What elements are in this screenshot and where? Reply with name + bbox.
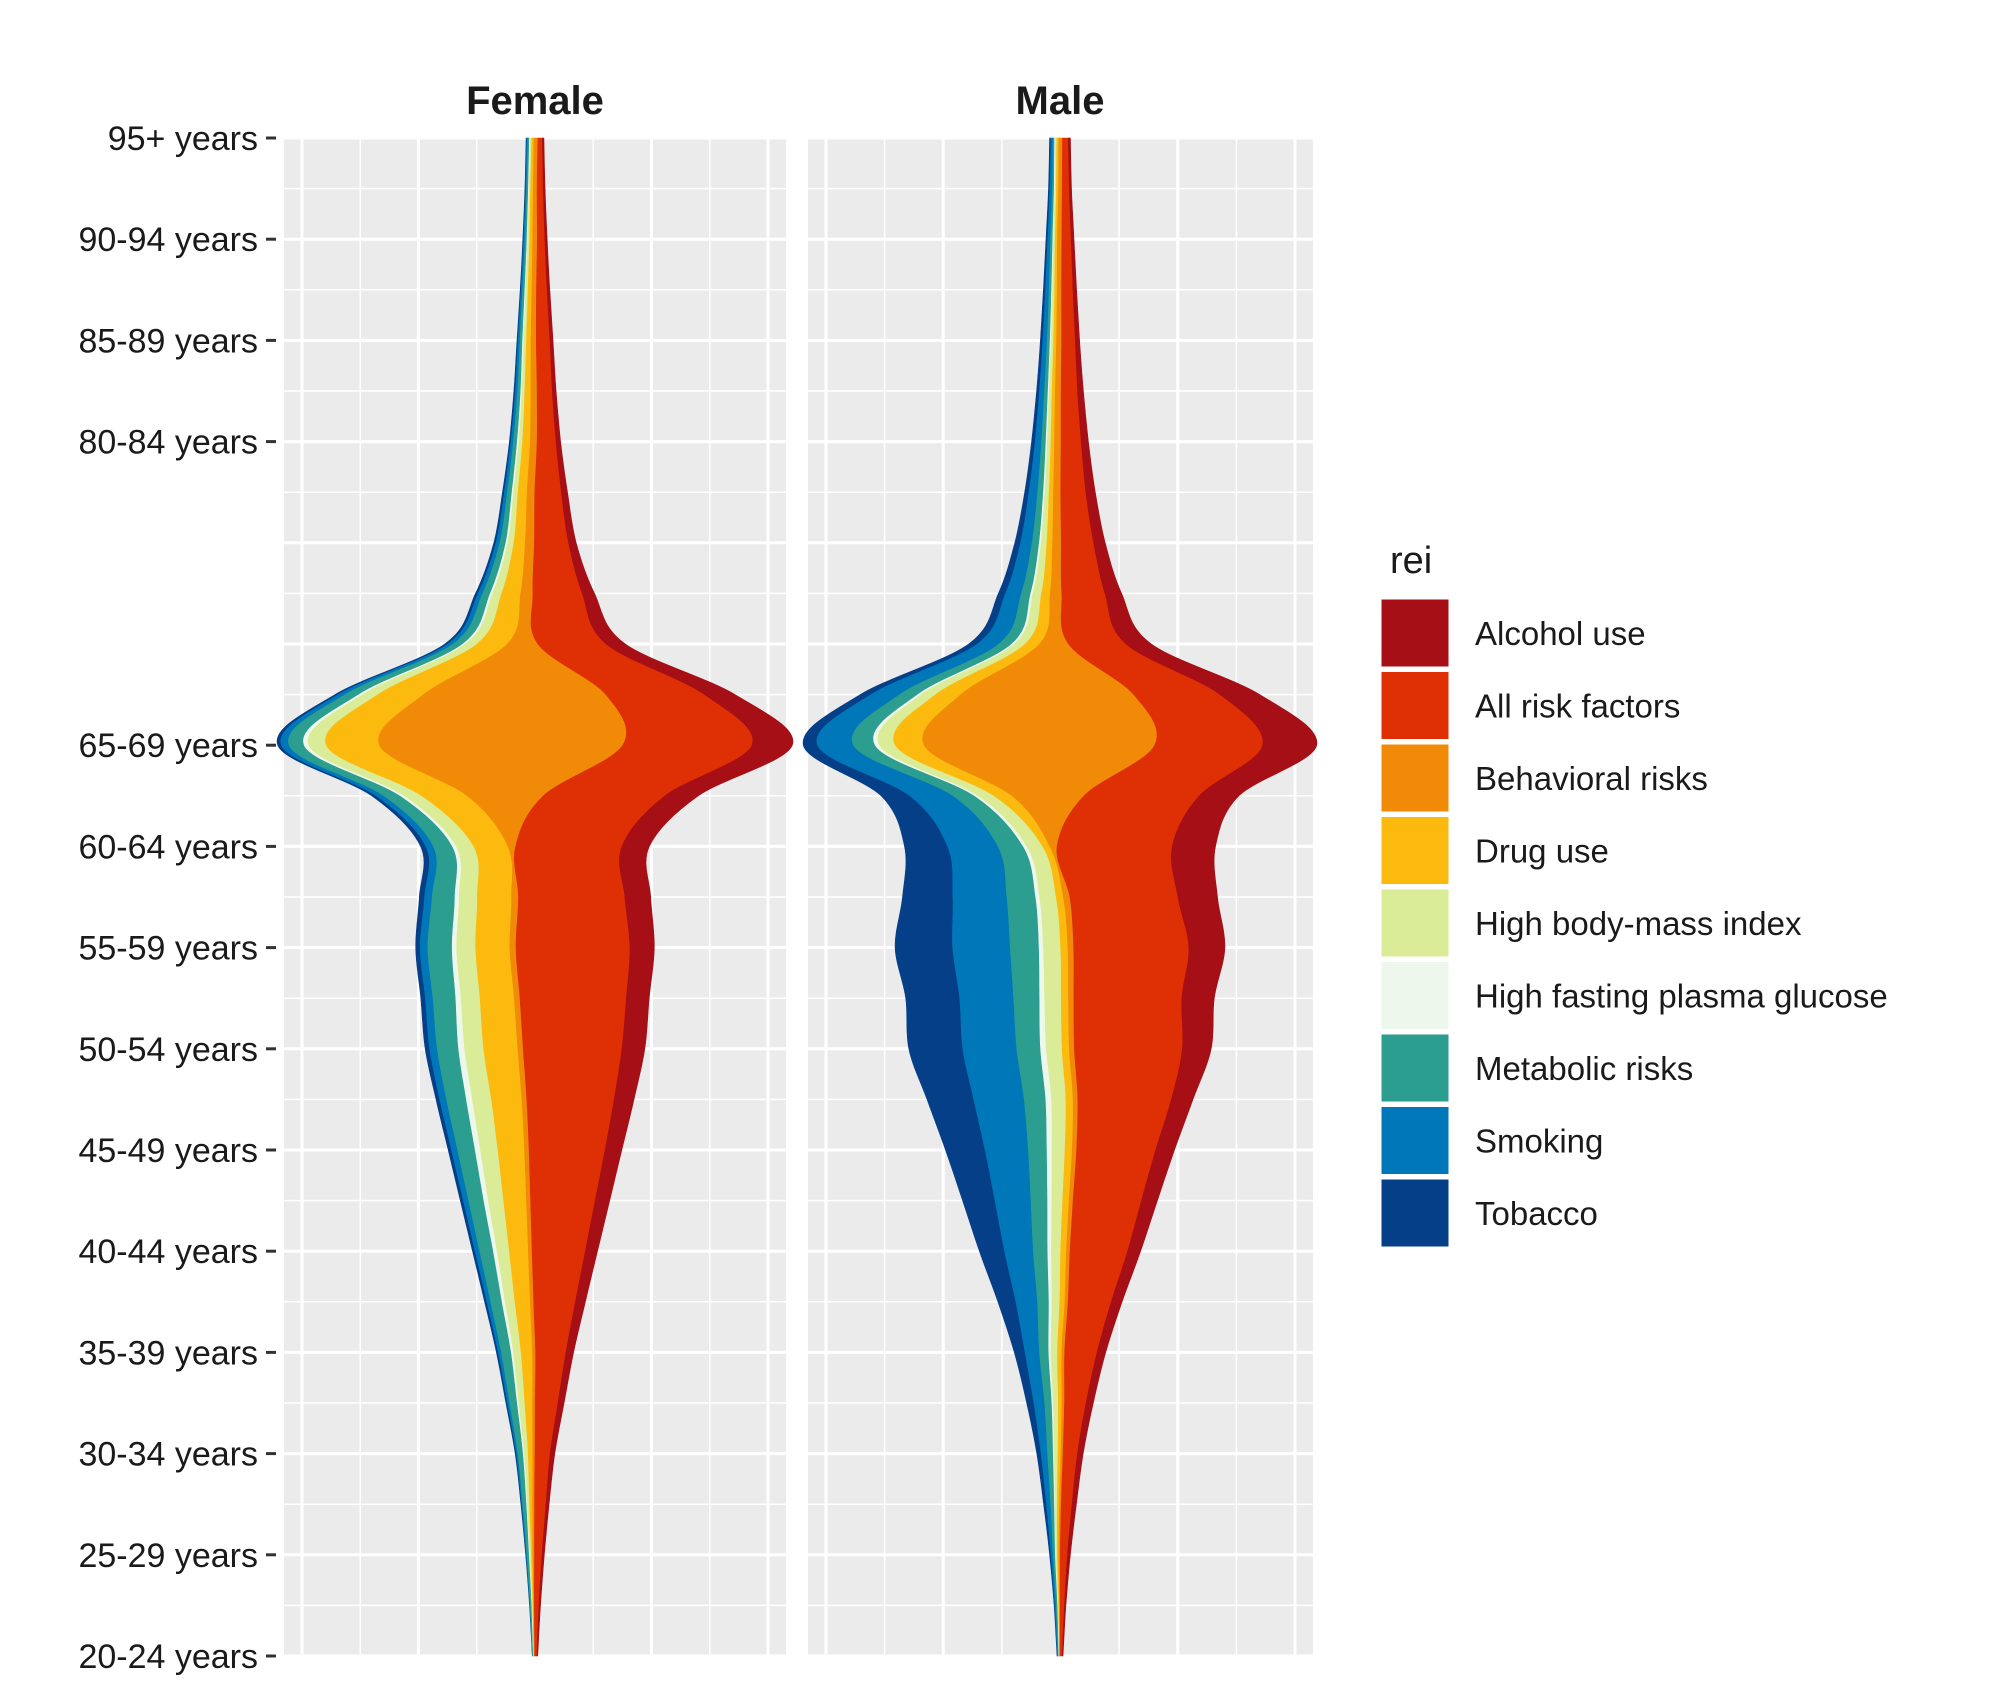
legend-label-all-risk-factors: All risk factors xyxy=(1475,688,1680,725)
legend-label-tobacco: Tobacco xyxy=(1475,1195,1598,1232)
streams-female xyxy=(276,137,794,1657)
y-tick-label: 90-94 years xyxy=(78,221,258,259)
y-tick-label: 25-29 years xyxy=(78,1537,258,1575)
y-tick-label: 80-84 years xyxy=(78,424,258,462)
y-tick-label: 20-24 years xyxy=(78,1638,258,1676)
legend-label-drug-use: Drug use xyxy=(1475,833,1609,870)
facet-title-female: Female xyxy=(466,79,604,123)
y-tick-label: 95+ years xyxy=(108,120,258,158)
y-tick-label: 30-34 years xyxy=(78,1436,258,1474)
y-tick-label: 35-39 years xyxy=(78,1334,258,1372)
y-tick-label: 60-64 years xyxy=(78,828,258,866)
y-tick-label: 55-59 years xyxy=(78,930,258,968)
legend-key-behavioral-risks xyxy=(1378,741,1452,815)
legend-label-alcohol-use: Alcohol use xyxy=(1475,615,1646,652)
y-tick-label: 65-69 years xyxy=(78,727,258,765)
legend-label-smoking: Smoking xyxy=(1475,1123,1603,1160)
legend-label-high-body-mass-index: High body-mass index xyxy=(1475,905,1802,942)
legend-key-alcohol-use xyxy=(1378,596,1452,670)
y-tick-label: 85-89 years xyxy=(78,322,258,360)
stream-alcohol-use xyxy=(1061,137,1318,1657)
legend-key-high-fasting-plasma-glucose xyxy=(1378,959,1452,1032)
legend-key-all-risk-factors xyxy=(1378,669,1452,742)
panel-male: Male xyxy=(802,79,1318,1658)
legend-label-behavioral-risks: Behavioral risks xyxy=(1475,760,1708,797)
facet-title-male: Male xyxy=(1016,79,1105,123)
legend-key-metabolic-risks xyxy=(1378,1031,1452,1105)
y-tick-label: 40-44 years xyxy=(78,1233,258,1271)
panel-female: Female xyxy=(276,79,794,1658)
legend-label-metabolic-risks: Metabolic risks xyxy=(1475,1050,1693,1087)
legend-items: Alcohol use All risk factors Behavioral ri… xyxy=(1378,596,1888,1250)
streams-male xyxy=(802,137,1318,1657)
stream-alcohol-use xyxy=(536,137,794,1657)
legend-key-tobacco xyxy=(1378,1176,1452,1250)
y-tick-label: 45-49 years xyxy=(78,1132,258,1170)
legend-label-high-fasting-plasma-glucose: High fasting plasma glucose xyxy=(1475,978,1888,1015)
legend-key-smoking xyxy=(1378,1104,1452,1177)
y-axis: 20-24 years 25-29 years 30-34 years 35-39 y… xyxy=(78,120,276,1676)
y-tick-label: 50-54 years xyxy=(78,1031,258,1069)
legend-title: rei xyxy=(1390,540,1432,582)
legend: rei Alcohol use All risk factors Behaviora… xyxy=(1378,540,1888,1250)
legend-key-drug-use xyxy=(1378,814,1452,887)
legend-key-high-body-mass-index xyxy=(1378,886,1452,960)
